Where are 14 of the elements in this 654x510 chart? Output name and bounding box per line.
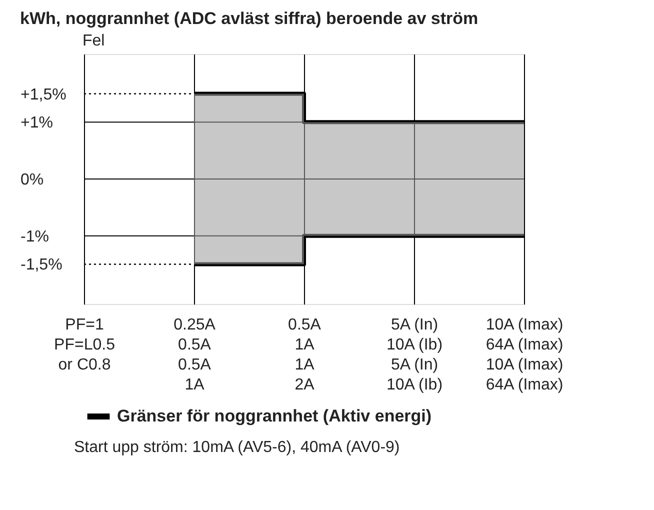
x-tick-label: 5A (In) 10A (Ib) 5A (In) 10A (Ib) (386, 316, 443, 394)
x-tick-label: 0.25A 0.5A 0.5A 1A (174, 316, 216, 394)
y-tick-label: -1% (20, 228, 49, 246)
y-tick-label: 0% (20, 172, 44, 188)
legend-label: Gränser för noggrannhet (Aktiv energi) (117, 406, 432, 426)
y-tick-label: +1% (20, 114, 53, 132)
y-tick-label: -1,5% (20, 256, 62, 274)
x-tick-label: PF=1 PF=L0.5 or C0.8 (54, 316, 116, 374)
y-axis-title: Fel (82, 32, 105, 50)
text: Start upp ström: 10mA (AV5-6), 40mA (AV0-9) (74, 439, 400, 456)
x-tick-label: 10A (Imax) 64A (Imax) 10A (Imax) 64A (Imax) (486, 316, 564, 394)
chart-title: kWh, noggrannhet (ADC avläst siffra) beroende av ström (20, 9, 478, 28)
y-tick-label: +1,5% (20, 86, 66, 104)
x-tick-label: 0.5A 1A 1A 2A (288, 316, 322, 394)
